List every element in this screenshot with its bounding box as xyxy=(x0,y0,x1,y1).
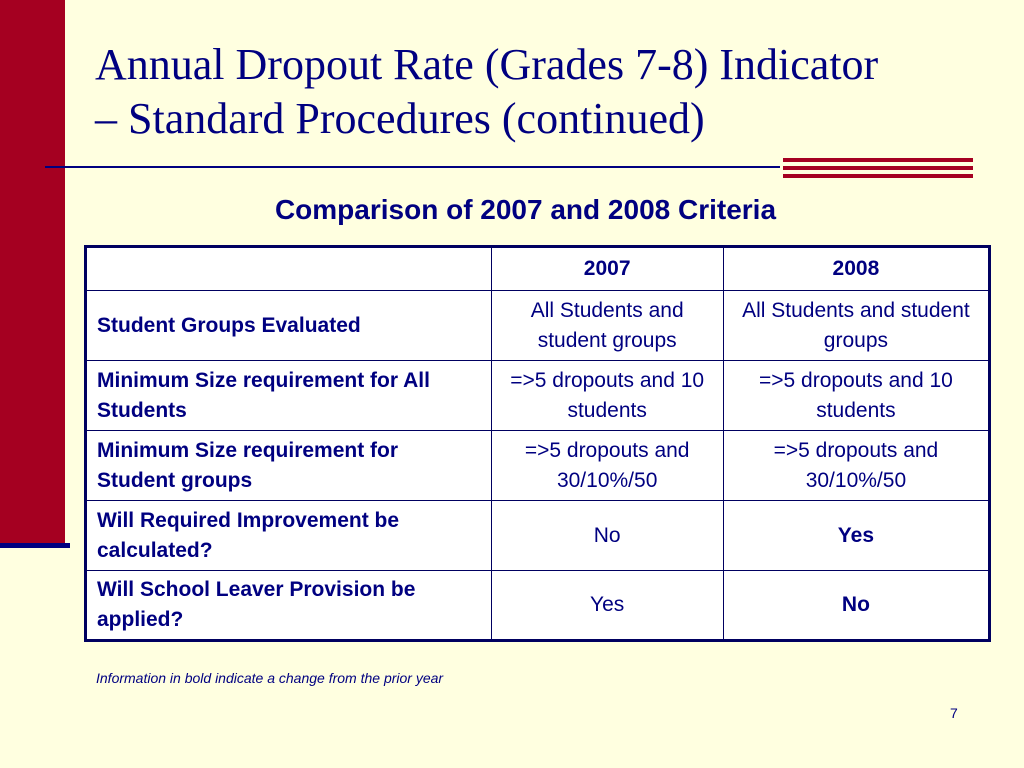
accent-stripe-3 xyxy=(783,174,973,178)
title-line-1: Annual Dropout Rate (Grades 7-8) Indicat… xyxy=(95,40,879,89)
cell-2008: =>5 dropouts and 10 students xyxy=(722,360,991,431)
cell-2007: No xyxy=(490,500,724,571)
table-caption: Comparison of 2007 and 2008 Criteria xyxy=(274,194,777,225)
header-blank xyxy=(85,246,492,291)
row-label: Student Groups Evaluated xyxy=(85,290,492,361)
title-line-2: – Standard Procedures (continued) xyxy=(95,94,705,143)
cell-2007: =>5 dropouts and 30/10%/50 xyxy=(490,430,724,501)
cell-2007: All Students and student groups xyxy=(490,290,724,361)
row-label: Will Required Improvement be calculated? xyxy=(85,500,492,571)
criteria-comparison-table: 2007 2008 Student Groups Evaluated All S… xyxy=(84,245,991,642)
title-divider xyxy=(45,166,780,168)
table-header-row: 2007 2008 xyxy=(85,246,991,291)
cell-2008-changed: Yes xyxy=(722,500,991,571)
row-label: Minimum Size requirement for Student gro… xyxy=(85,430,492,501)
table-row: Will Required Improvement be calculated?… xyxy=(85,500,991,571)
cell-2008: =>5 dropouts and 30/10%/50 xyxy=(722,430,991,501)
header-2008: 2008 xyxy=(722,246,991,291)
header-2007: 2007 xyxy=(490,246,724,291)
slide-title: Annual Dropout Rate (Grades 7-8) Indicat… xyxy=(95,38,1020,146)
left-accent-underline xyxy=(0,543,70,548)
cell-2007: =>5 dropouts and 10 students xyxy=(490,360,724,431)
table-row: Will School Leaver Provision be applied?… xyxy=(85,570,991,641)
cell-2007: Yes xyxy=(490,570,724,641)
cell-2008: All Students and student groups xyxy=(722,290,991,361)
table-row: Minimum Size requirement for All Student… xyxy=(85,360,991,431)
page-number: 7 xyxy=(950,705,958,721)
accent-stripe-1 xyxy=(783,158,973,162)
footnote: Information in bold indicate a change fr… xyxy=(96,670,444,686)
accent-stripe-2 xyxy=(783,166,973,170)
row-label: Minimum Size requirement for All Student… xyxy=(85,360,492,431)
cell-2008-changed: No xyxy=(722,570,991,641)
table-row: Minimum Size requirement for Student gro… xyxy=(85,430,991,501)
left-accent-bar xyxy=(0,0,65,543)
table-row: Student Groups Evaluated All Students an… xyxy=(85,290,991,361)
row-label: Will School Leaver Provision be applied? xyxy=(85,570,492,641)
